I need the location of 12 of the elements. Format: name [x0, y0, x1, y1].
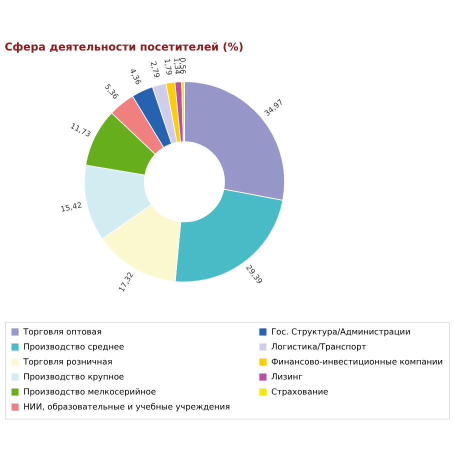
legend-label: НИИ, образовательные и учебные учреждения: [23, 402, 230, 412]
chart-title: Сфера деятельности посетителей (%): [4, 40, 244, 54]
legend-label: Гос. Структура/Администрации: [271, 326, 410, 336]
legend-label: Торговля розничная: [22, 356, 112, 367]
legend-label: Логистика/Транспорт: [271, 342, 366, 352]
legend-label: Производство крупное: [23, 372, 124, 382]
legend-label: Лизинг: [271, 372, 303, 382]
legend-label: Производство среднее: [23, 342, 124, 352]
legend-label: Производство мелкосерийное: [23, 386, 156, 397]
legend-label: Торговля оптовая: [22, 326, 102, 336]
legend-label: Страхование: [271, 386, 328, 397]
legend-label: Финансово-инвестиционные компании: [271, 356, 443, 367]
